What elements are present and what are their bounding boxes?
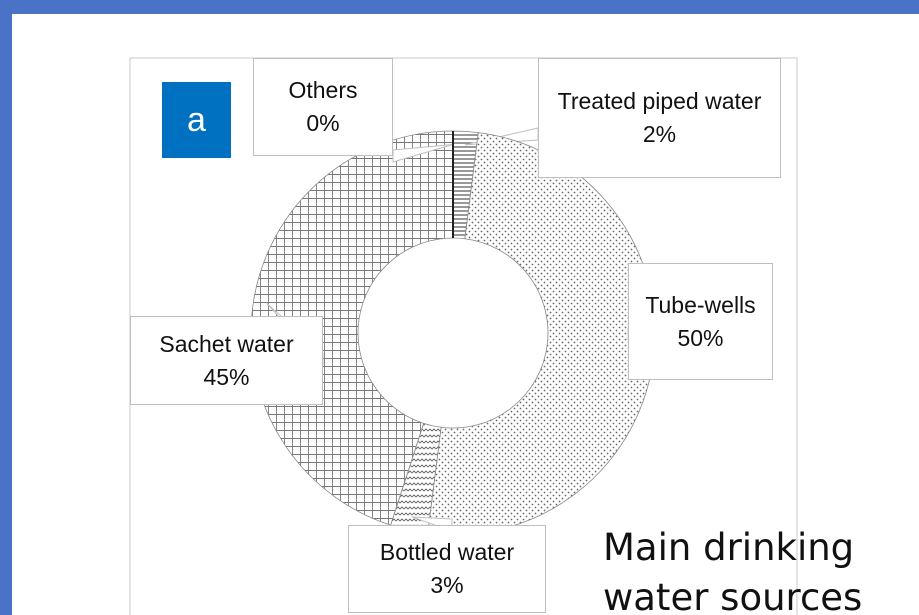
category-label: Sachet water bbox=[159, 330, 294, 357]
panel: a Main drinking water sources Treated pi… bbox=[12, 14, 919, 615]
category-label: Bottled water bbox=[379, 539, 515, 565]
category-label: Others bbox=[288, 77, 358, 103]
value-label: 50% bbox=[677, 324, 724, 351]
chart-title: Main drinking water sources bbox=[603, 526, 863, 615]
data-label: Others 0% bbox=[253, 58, 393, 156]
panel-label: a bbox=[162, 82, 231, 158]
category-label: Treated piped water bbox=[557, 88, 762, 114]
category-label: Tube-wells bbox=[645, 291, 756, 318]
value-label: 2% bbox=[642, 121, 677, 147]
value-label: 0% bbox=[306, 110, 340, 136]
data-label: Sachet water 45% bbox=[130, 316, 323, 405]
value-label: 3% bbox=[430, 572, 464, 598]
data-label: Bottled water 3% bbox=[348, 525, 546, 613]
callout-leader bbox=[392, 144, 454, 163]
data-label: Tube-wells 50% bbox=[628, 263, 773, 380]
value-label: 45% bbox=[203, 363, 250, 390]
data-label: Treated piped water 2% bbox=[538, 58, 781, 178]
